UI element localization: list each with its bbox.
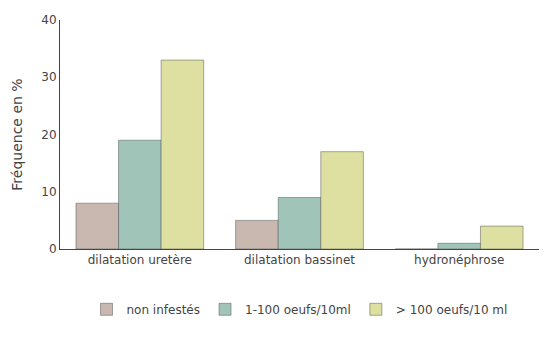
svg-text:0: 0 — [49, 242, 57, 256]
svg-text:> 100 oeufs/10 ml: > 100 oeufs/10 ml — [396, 303, 508, 317]
svg-text:dilatation bassinet: dilatation bassinet — [244, 253, 355, 267]
svg-text:1-100 oeufs/10ml: 1-100 oeufs/10ml — [245, 303, 351, 317]
svg-text:Fréquence en %: Fréquence en % — [9, 78, 25, 190]
svg-text:20: 20 — [41, 128, 56, 142]
svg-text:30: 30 — [41, 70, 56, 84]
svg-text:hydronéphrose: hydronéphrose — [414, 253, 504, 267]
svg-text:10: 10 — [41, 185, 56, 199]
svg-text:40: 40 — [41, 13, 56, 27]
svg-text:non infestés: non infestés — [127, 303, 201, 317]
svg-text:dilatation uretère: dilatation uretère — [88, 253, 192, 267]
